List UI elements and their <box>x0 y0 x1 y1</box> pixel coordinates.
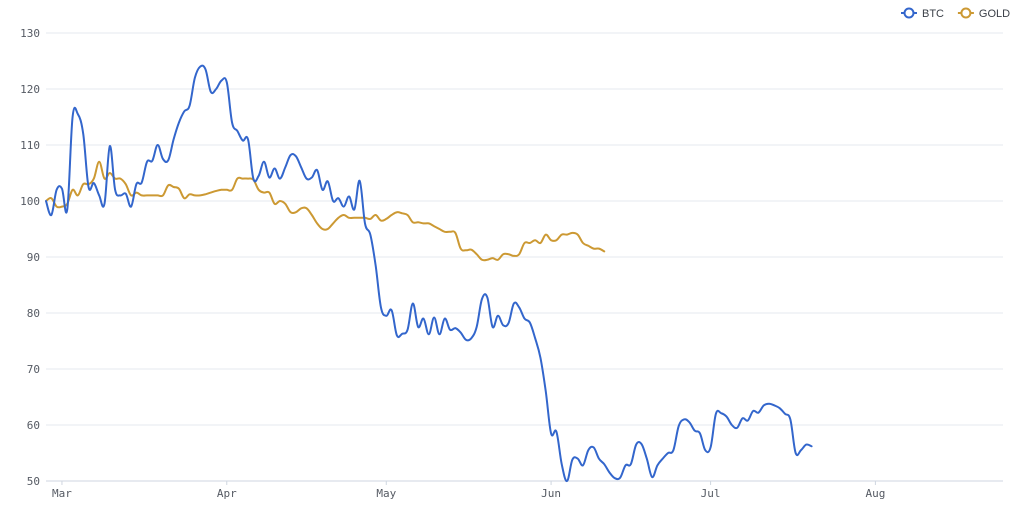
legend-item-btc[interactable]: BTC <box>901 7 944 20</box>
x-axis: Mar Apr May Jun Jul Aug <box>52 481 885 500</box>
y-tick-label: 50 <box>27 475 40 488</box>
series-line-gold <box>45 160 606 262</box>
legend-marker-icon <box>903 7 915 19</box>
legend-item-gold[interactable]: GOLD <box>957 7 1010 20</box>
x-tick-label: Apr <box>217 487 237 500</box>
y-axis: 50 60 70 80 90 100 110 120 130 <box>20 27 40 488</box>
y-tick-label: 100 <box>20 195 40 208</box>
series-lines <box>45 64 813 482</box>
legend[interactable]: BTC GOLD <box>901 7 1010 20</box>
series-line-btc <box>45 64 813 482</box>
x-tick-label: May <box>376 487 396 500</box>
y-tick-label: 90 <box>27 251 40 264</box>
x-tick-label: Mar <box>52 487 72 500</box>
y-tick-label: 70 <box>27 363 40 376</box>
grid <box>46 32 1003 482</box>
x-tick-label: Jun <box>541 487 561 500</box>
legend-label: BTC <box>922 8 944 20</box>
legend-marker-icon <box>960 7 972 19</box>
y-tick-label: 130 <box>20 27 40 40</box>
y-tick-label: 60 <box>27 419 40 432</box>
x-tick-label: Aug <box>865 487 885 500</box>
x-tick-label: Jul <box>701 487 721 500</box>
y-tick-label: 110 <box>20 139 40 152</box>
y-tick-label: 120 <box>20 83 40 96</box>
legend-label: GOLD <box>979 8 1010 20</box>
y-tick-label: 80 <box>27 307 40 320</box>
